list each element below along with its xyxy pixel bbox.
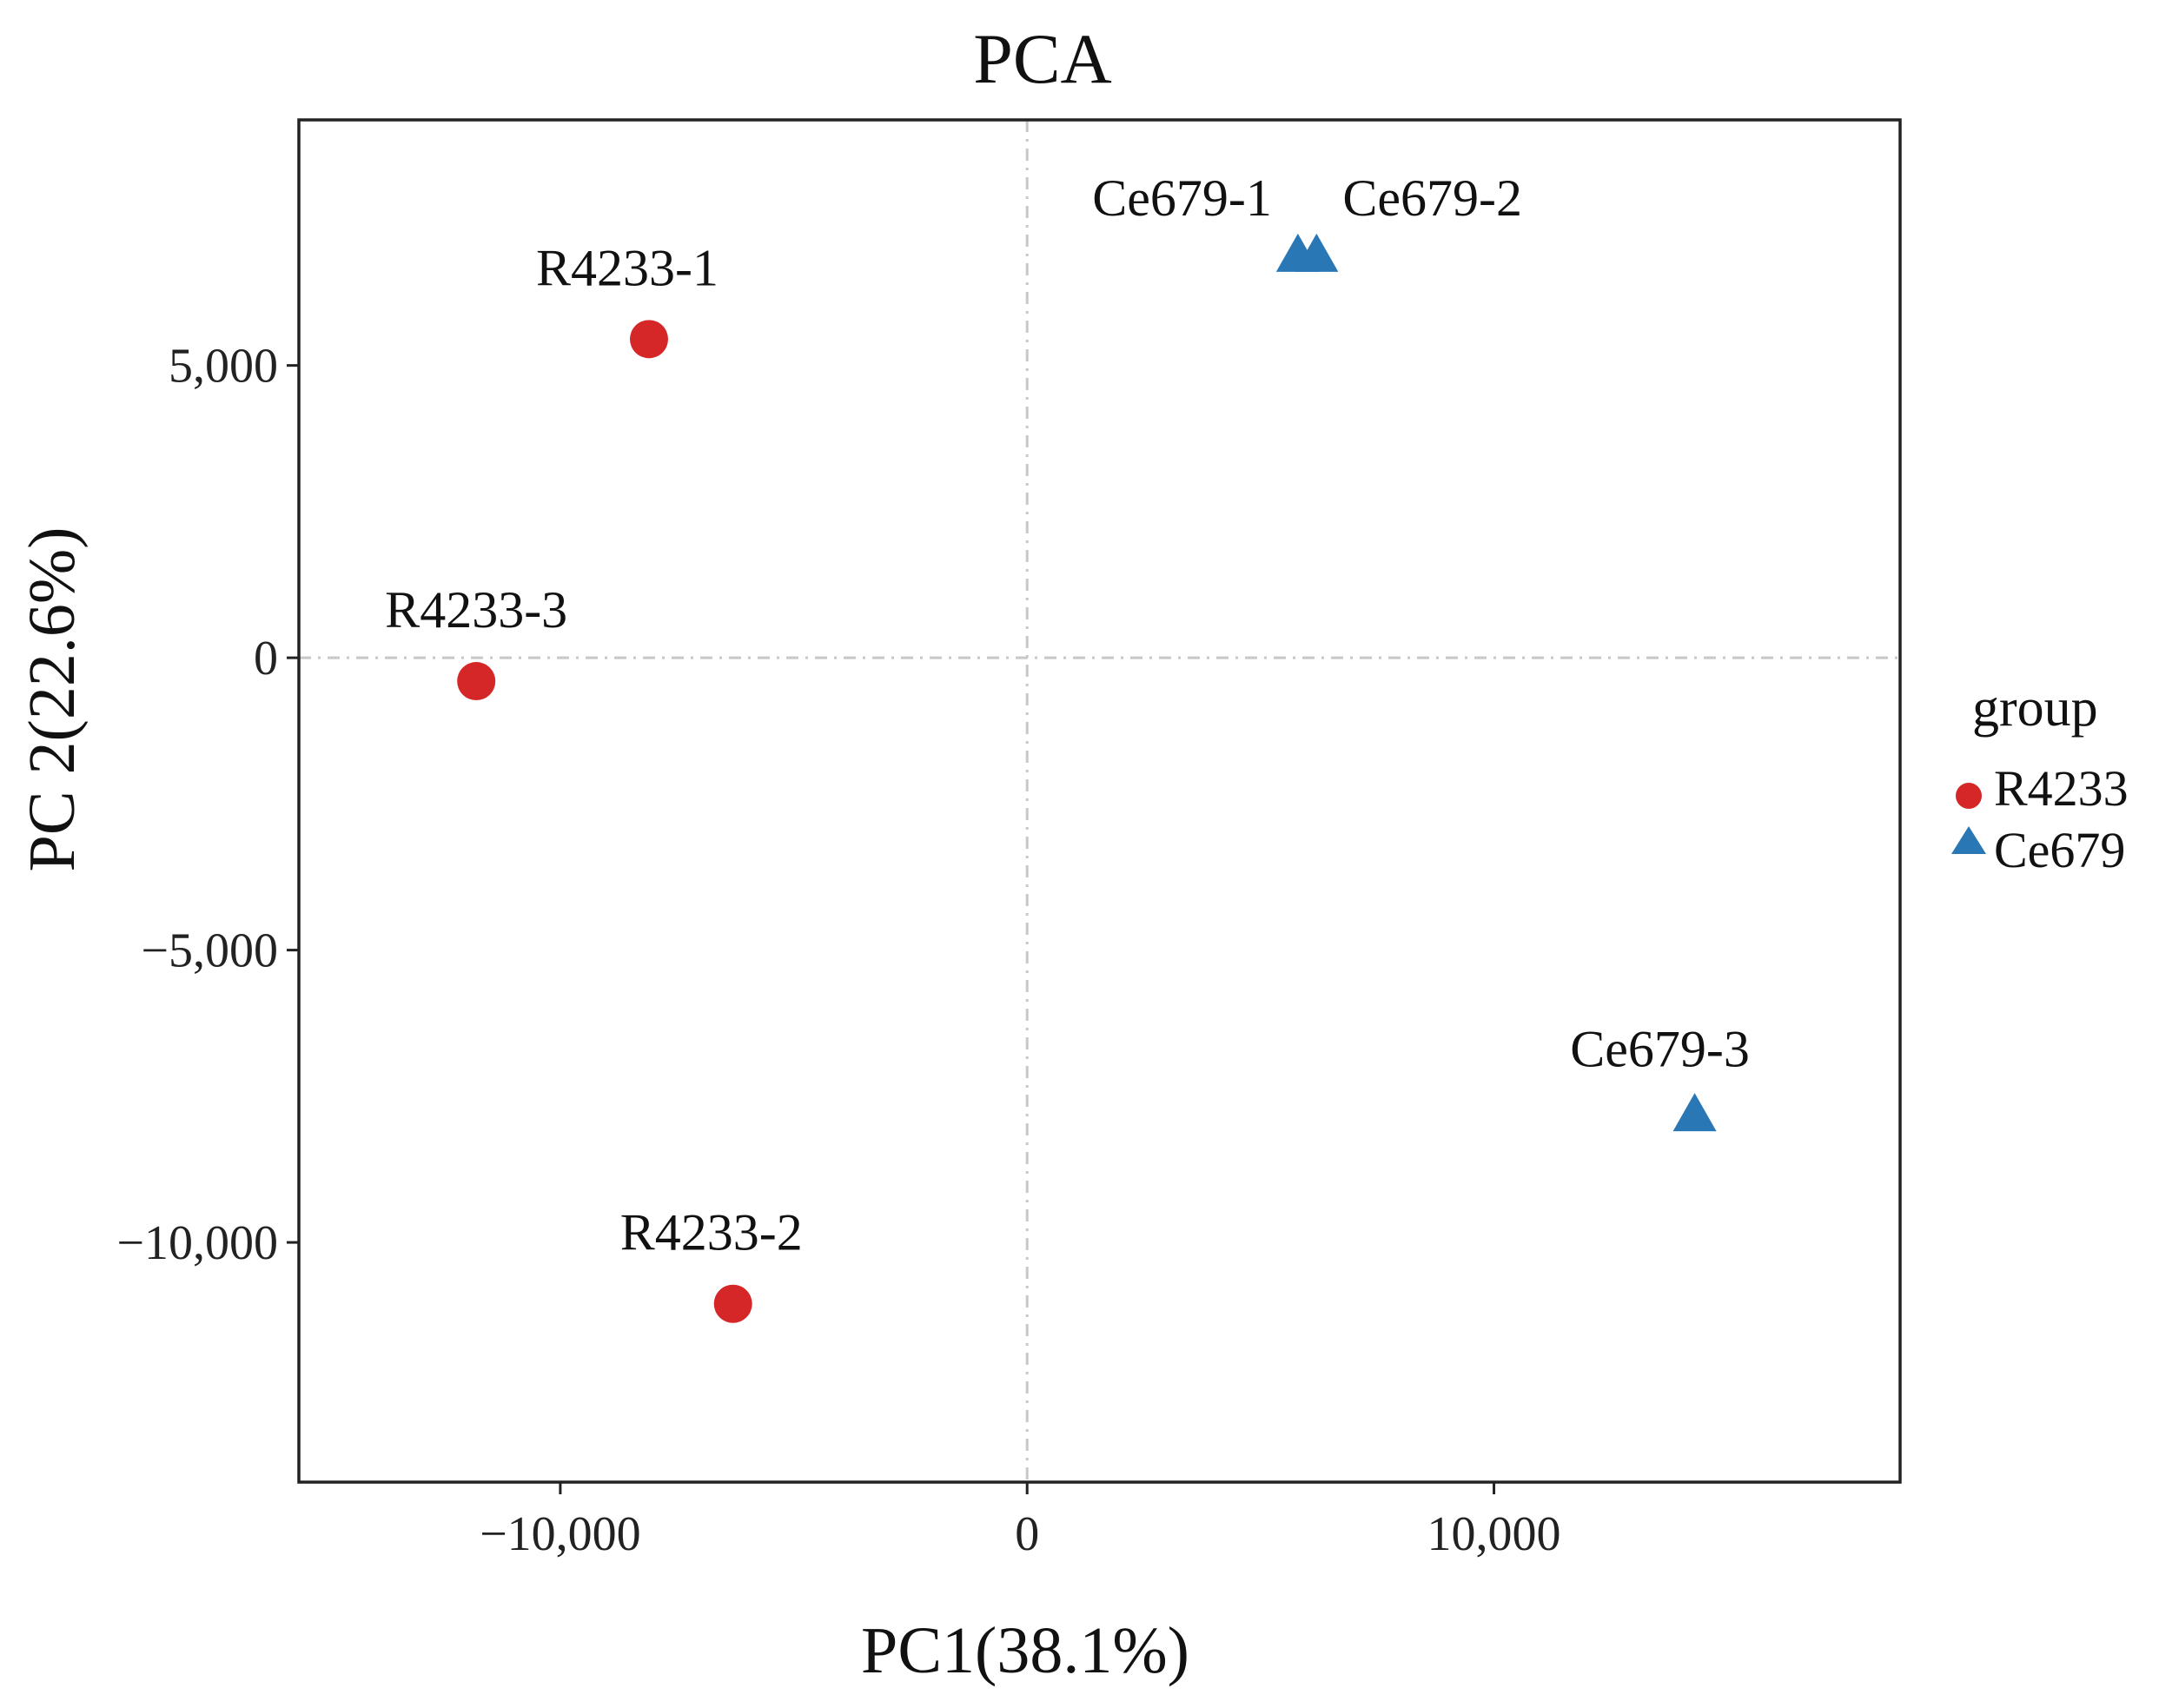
x-tick-label: −10,000: [480, 1507, 641, 1561]
point-r4233-3: [457, 662, 496, 701]
point-label-r4233-3: R4233-3: [385, 581, 567, 639]
y-tick-label: −10,000: [116, 1216, 278, 1270]
plot-area: −10,000 0 10,000 5,000 0 −5,000 −10,000 R4233-1…: [116, 118, 1902, 1561]
legend-label-r4233: R4233: [1994, 760, 2129, 817]
legend-title: group: [1972, 679, 2098, 738]
point-r4233-2: [713, 1284, 752, 1323]
chart-title: PCA: [973, 19, 1112, 98]
y-axis-title: PC 2(22.6%): [16, 527, 89, 872]
plot-frame: [297, 118, 1902, 1484]
point-r4233-1: [629, 320, 668, 359]
x-axis-title: PC1(38.1%): [861, 1614, 1189, 1687]
legend-label-ce679: Ce679: [1994, 822, 2125, 878]
x-tick-label: 10,000: [1427, 1507, 1561, 1561]
y-tick-label: −5,000: [141, 924, 278, 978]
point-label-ce679-3: Ce679-3: [1570, 1020, 1750, 1077]
y-tick-label: 0: [254, 632, 278, 685]
y-tick-label: 5,000: [169, 340, 278, 394]
point-label-ce679-1: Ce679-1: [1092, 169, 1272, 227]
legend-marker-ce679: [1951, 826, 1986, 854]
point-ce679-2: [1295, 233, 1339, 272]
x-tick-label: 0: [1015, 1507, 1039, 1561]
point-label-ce679-2: Ce679-2: [1342, 169, 1522, 227]
point-label-r4233-1: R4233-1: [536, 239, 719, 296]
legend: group R4233 Ce679: [1951, 679, 2129, 878]
point-ce679-3: [1672, 1093, 1717, 1132]
legend-marker-r4233: [1956, 783, 1982, 809]
point-label-r4233-2: R4233-2: [620, 1204, 803, 1261]
